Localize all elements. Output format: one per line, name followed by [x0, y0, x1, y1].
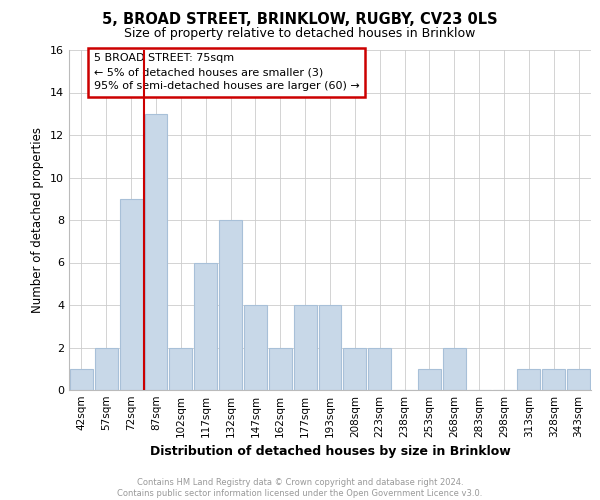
- Bar: [343, 348, 366, 390]
- Bar: [70, 369, 93, 390]
- Bar: [294, 305, 317, 390]
- Bar: [517, 369, 540, 390]
- Bar: [145, 114, 167, 390]
- Bar: [567, 369, 590, 390]
- Text: 5, BROAD STREET, BRINKLOW, RUGBY, CV23 0LS: 5, BROAD STREET, BRINKLOW, RUGBY, CV23 0…: [102, 12, 498, 28]
- Bar: [244, 305, 267, 390]
- Bar: [368, 348, 391, 390]
- Bar: [443, 348, 466, 390]
- Bar: [120, 198, 143, 390]
- Bar: [169, 348, 192, 390]
- Bar: [542, 369, 565, 390]
- Y-axis label: Number of detached properties: Number of detached properties: [31, 127, 44, 313]
- Bar: [194, 262, 217, 390]
- Bar: [95, 348, 118, 390]
- X-axis label: Distribution of detached houses by size in Brinklow: Distribution of detached houses by size …: [149, 446, 511, 458]
- Text: Contains HM Land Registry data © Crown copyright and database right 2024.
Contai: Contains HM Land Registry data © Crown c…: [118, 478, 482, 498]
- Bar: [418, 369, 441, 390]
- Bar: [269, 348, 292, 390]
- Text: Size of property relative to detached houses in Brinklow: Size of property relative to detached ho…: [124, 28, 476, 40]
- Bar: [219, 220, 242, 390]
- Text: 5 BROAD STREET: 75sqm
← 5% of detached houses are smaller (3)
95% of semi-detach: 5 BROAD STREET: 75sqm ← 5% of detached h…: [94, 53, 359, 91]
- Bar: [319, 305, 341, 390]
